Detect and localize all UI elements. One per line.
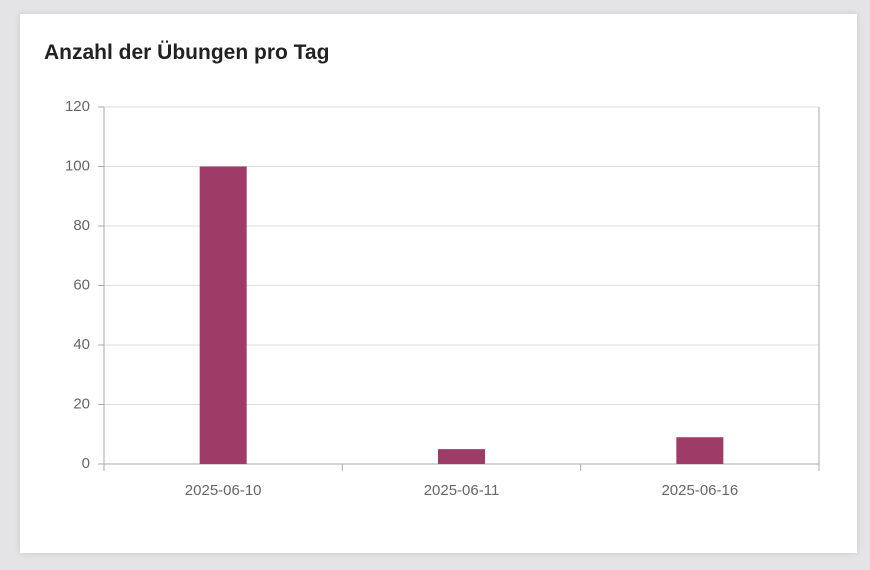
- x-tick-label: 2025-06-10: [185, 482, 262, 499]
- bar: [438, 449, 485, 464]
- y-tick-label: 40: [73, 336, 90, 353]
- y-tick-label: 100: [65, 157, 90, 174]
- bar: [199, 166, 247, 464]
- x-tick-label: 2025-06-16: [661, 482, 738, 499]
- y-tick-label: 20: [73, 395, 90, 412]
- y-tick-label: 60: [73, 276, 90, 293]
- x-tick-label: 2025-06-11: [424, 482, 500, 499]
- bar: [676, 437, 724, 464]
- chart-title: Anzahl der Übungen pro Tag: [44, 41, 329, 64]
- y-tick-label: 80: [73, 217, 90, 234]
- y-tick-label: 120: [65, 98, 90, 115]
- y-tick-label: 0: [82, 455, 90, 472]
